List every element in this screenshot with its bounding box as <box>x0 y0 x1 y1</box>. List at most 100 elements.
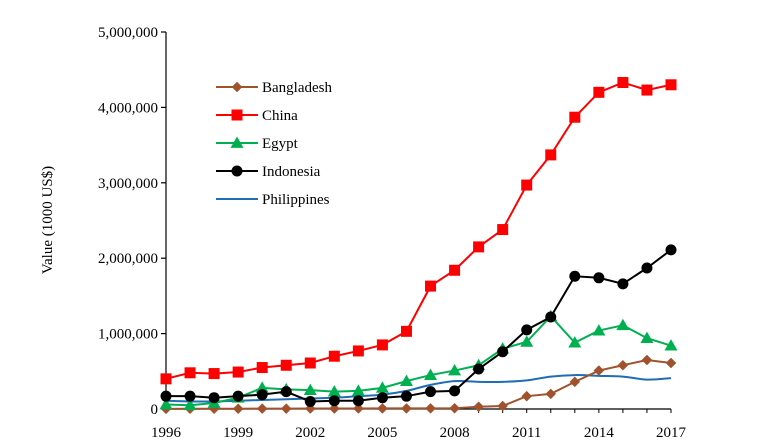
axes: 0 1,000,000 2,000,000 3,000,000 4,000,000 5,0… <box>98 25 687 441</box>
data-point-indonesia <box>449 385 461 397</box>
y-tick-label: 2,000,000 <box>98 251 158 267</box>
x-tick-label: 1996 <box>151 425 182 441</box>
data-point-bangladesh <box>617 359 629 371</box>
data-point-indonesia <box>184 390 196 402</box>
data-point-egypt <box>327 385 341 397</box>
y-axis-title: Value (1000 US$) <box>40 166 56 274</box>
data-point-bangladesh <box>569 376 581 388</box>
data-point-indonesia <box>569 270 581 282</box>
data-point-bangladesh <box>280 403 292 414</box>
data-point-bangladesh <box>593 365 605 376</box>
data-point-indonesia <box>256 389 268 401</box>
data-point-indonesia <box>665 244 677 256</box>
legend-marker-indonesia <box>231 165 243 177</box>
data-point-china <box>425 280 437 292</box>
y-tick-label: 5,000,000 <box>98 25 158 41</box>
data-point-indonesia <box>617 278 629 290</box>
data-point-china <box>352 345 364 357</box>
data-point-bangladesh <box>449 402 460 414</box>
data-point-china <box>160 373 172 385</box>
y-tick-label: 0 <box>151 402 159 418</box>
data-point-indonesia <box>545 311 557 323</box>
data-point-china <box>569 111 581 123</box>
data-point-bangladesh <box>377 403 388 414</box>
data-point-bangladesh <box>473 401 484 413</box>
data-point-bangladesh <box>665 357 677 369</box>
data-point-egypt <box>592 324 606 336</box>
data-point-china <box>232 366 244 378</box>
data-point-egypt <box>664 339 678 351</box>
data-point-bangladesh <box>521 390 533 402</box>
data-point-china <box>184 367 196 379</box>
data-point-bangladesh <box>353 403 364 414</box>
legend-label: Egypt <box>262 136 299 152</box>
data-point-china <box>208 368 220 380</box>
data-point-china <box>400 325 412 337</box>
data-point-egypt <box>568 336 582 348</box>
data-point-egypt <box>399 374 413 386</box>
data-point-egypt <box>255 381 269 393</box>
legend-item-bangladesh: Bangladesh <box>216 80 332 96</box>
data-point-egypt <box>424 368 438 380</box>
data-point-china <box>545 149 557 161</box>
data-point-indonesia <box>376 392 388 404</box>
data-point-indonesia <box>641 262 653 274</box>
data-point-indonesia <box>304 395 316 407</box>
x-tick-label: 2017 <box>656 425 687 441</box>
legend-label: Philippines <box>262 192 330 208</box>
data-point-egypt <box>616 318 630 331</box>
data-point-bangladesh <box>401 403 412 414</box>
data-point-egypt <box>640 331 654 343</box>
legend-item-egypt: Egypt <box>216 136 299 152</box>
legend-label: China <box>262 108 298 124</box>
data-point-bangladesh <box>256 403 268 414</box>
data-point-china <box>617 77 629 89</box>
data-point-china <box>665 79 677 91</box>
data-point-china <box>256 362 268 374</box>
data-point-china <box>280 359 292 371</box>
y-tick-label: 3,000,000 <box>98 176 158 192</box>
legend-marker-china <box>231 109 243 121</box>
series-indonesia <box>160 244 677 407</box>
series-layer <box>159 77 678 415</box>
data-point-bangladesh <box>641 354 653 366</box>
data-point-indonesia <box>208 392 220 404</box>
data-point-egypt <box>448 364 462 376</box>
data-point-egypt <box>303 383 317 396</box>
series-china <box>160 77 677 385</box>
data-point-bangladesh <box>232 403 244 415</box>
data-point-china <box>473 241 485 253</box>
x-tick-label: 2005 <box>367 425 397 441</box>
data-point-indonesia <box>160 390 172 402</box>
data-point-china <box>593 86 605 98</box>
x-tick-label: 2008 <box>440 425 470 441</box>
legend: Bangladesh China Egypt Indonesia Philippines <box>216 80 332 208</box>
x-tick-label: 1999 <box>223 425 253 441</box>
data-point-china <box>376 339 388 351</box>
data-point-indonesia <box>280 386 292 398</box>
data-point-bangladesh <box>545 388 557 400</box>
legend-marker-egypt <box>230 136 244 148</box>
data-point-china <box>521 179 533 191</box>
series-line-bangladesh <box>165 358 672 410</box>
data-point-china <box>641 84 653 96</box>
y-tick-label: 4,000,000 <box>98 100 158 116</box>
legend-label: Indonesia <box>262 164 321 180</box>
data-point-indonesia <box>352 395 364 407</box>
data-point-indonesia <box>473 363 485 375</box>
y-tick-label: 1,000,000 <box>98 327 158 343</box>
data-point-indonesia <box>400 390 412 402</box>
x-tick-label: 2014 <box>584 425 615 441</box>
data-point-egypt <box>375 381 389 393</box>
data-point-bangladesh <box>497 400 509 412</box>
series-line-indonesia <box>166 249 672 403</box>
data-point-indonesia <box>593 272 605 284</box>
data-point-egypt <box>520 335 534 347</box>
data-point-china <box>497 224 509 236</box>
data-point-indonesia <box>425 386 437 398</box>
series-line-china <box>165 81 672 380</box>
data-point-indonesia <box>521 324 533 336</box>
x-tick-label: 2011 <box>512 425 541 441</box>
